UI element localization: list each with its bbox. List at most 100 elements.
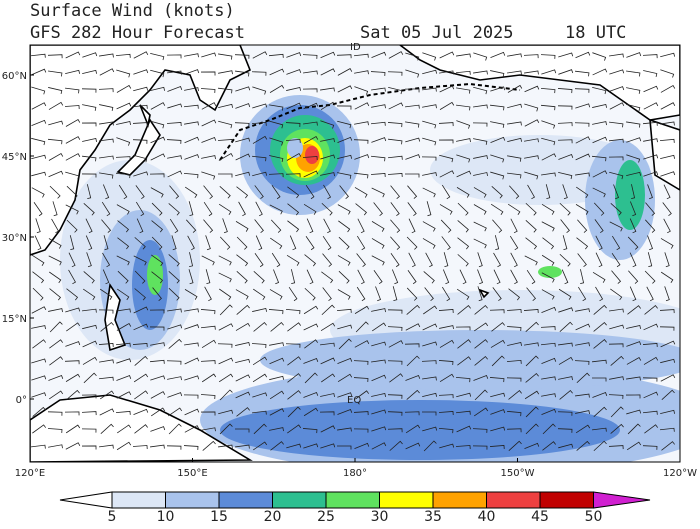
- wind-barb: [287, 220, 300, 233]
- wind-barb: [134, 355, 148, 366]
- wind-barb: [117, 270, 129, 284]
- wind-barb: [611, 235, 621, 251]
- wind-barb: [371, 442, 387, 450]
- wind-barb: [438, 360, 454, 366]
- wind-barb: [117, 237, 130, 250]
- wind-barb: [404, 411, 420, 416]
- wind-barb: [269, 68, 285, 76]
- wind-barb: [289, 235, 297, 251]
- wind-barb: [34, 235, 42, 251]
- wind-barb: [559, 253, 571, 267]
- wind-barb: [541, 221, 555, 232]
- wind-barb: [235, 391, 251, 399]
- wind-barb: [542, 423, 556, 435]
- wind-barb: [133, 255, 147, 266]
- wind-barb: [506, 377, 522, 382]
- wind-barb: [201, 373, 217, 383]
- wind-barb: [116, 102, 132, 110]
- wind-barb: [541, 393, 556, 398]
- wind-barb: [337, 289, 351, 300]
- wind-barb: [406, 287, 418, 301]
- wind-barb: [184, 342, 199, 347]
- wind-barb: [150, 153, 166, 161]
- wind-barb: [626, 441, 642, 451]
- wind-barb: [133, 86, 149, 92]
- wind-barb: [234, 122, 250, 127]
- wind-barb: [422, 221, 436, 232]
- wind-barb: [166, 54, 182, 59]
- wind-barb: [82, 69, 98, 75]
- wind-barb: [150, 102, 166, 110]
- wind-barb: [524, 155, 539, 160]
- wind-barb: [218, 255, 232, 266]
- wind-barb: [439, 85, 455, 93]
- wind-barb: [371, 392, 386, 397]
- wind-barb: [306, 269, 314, 285]
- wind-barb: [287, 322, 302, 332]
- wind-barb: [99, 68, 115, 76]
- wind-barb: [116, 322, 132, 331]
- wind-barb: [116, 441, 132, 451]
- wind-barb: [645, 219, 656, 233]
- wind-barb: [253, 441, 268, 451]
- wind-barb: [235, 171, 251, 177]
- wind-barb: [167, 324, 183, 330]
- wind-barb: [438, 122, 454, 127]
- wind-barb: [117, 220, 130, 233]
- wind-barb: [133, 154, 148, 163]
- wind-barb: [422, 172, 437, 177]
- wind-barb: [251, 71, 267, 76]
- wind-barb: [525, 219, 537, 233]
- wind-barb: [643, 171, 659, 177]
- wind-barb: [320, 393, 335, 398]
- wind-barb: [422, 323, 438, 331]
- wind-barb: [48, 152, 64, 161]
- wind-barb: [592, 427, 607, 432]
- wind-barb: [323, 184, 332, 200]
- wind-barb: [99, 121, 114, 126]
- wind-barb: [134, 288, 146, 301]
- wind-barb: [405, 52, 420, 61]
- wind-barb: [288, 286, 298, 302]
- wind-barb: [524, 138, 539, 143]
- wind-barb: [562, 235, 568, 251]
- wind-barb: [524, 390, 540, 400]
- wind-barb: [422, 411, 437, 416]
- wind-barb: [609, 324, 625, 330]
- wind-barb: [608, 343, 624, 348]
- wind-barb: [405, 154, 421, 160]
- wind-barb: [337, 204, 351, 215]
- wind-barb: [99, 390, 115, 400]
- wind-barb: [48, 390, 64, 400]
- wind-barb: [82, 340, 98, 348]
- wind-barb: [405, 442, 421, 450]
- wind-barb: [592, 121, 607, 126]
- wind-barb: [269, 357, 285, 365]
- wind-barb: [473, 238, 487, 249]
- wind-barb: [183, 445, 199, 450]
- wind-barb: [133, 69, 149, 75]
- wind-barb: [218, 409, 234, 415]
- wind-barb: [490, 339, 506, 348]
- wind-barb: [218, 203, 232, 215]
- wind-barb: [48, 87, 63, 95]
- wind-barb: [337, 357, 353, 364]
- wind-barb: [354, 172, 369, 179]
- wind-barb: [286, 443, 302, 449]
- wind-barb: [405, 69, 420, 78]
- wind-barb: [541, 254, 555, 266]
- wind-barb: [559, 202, 571, 216]
- wind-barb: [540, 87, 556, 94]
- wind-barb: [52, 201, 58, 217]
- wind-barb: [457, 305, 471, 315]
- wind-barb: [353, 53, 369, 58]
- wind-barb: [99, 155, 114, 160]
- wind-barb: [99, 288, 113, 300]
- wind-barb: [541, 172, 556, 177]
- wind-barb: [609, 102, 625, 110]
- wind-barb: [184, 186, 198, 199]
- wind-barb: [660, 121, 675, 126]
- wind-barb: [660, 171, 676, 177]
- wind-barb: [236, 304, 250, 315]
- wind-barb: [371, 221, 385, 232]
